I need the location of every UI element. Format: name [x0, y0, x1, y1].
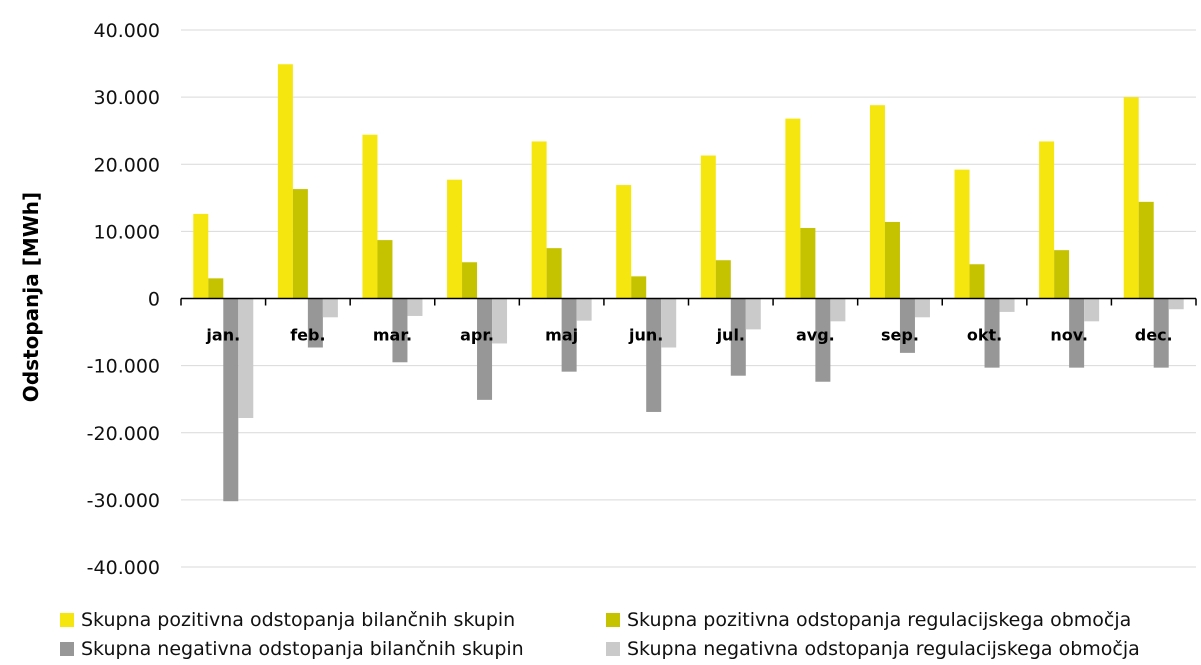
bar-chart: 40.000 30.000 20.000 10.000 0 -10.000 -20.000 -…: [19, 20, 1197, 579]
bar-4-maj: [576, 298, 592, 321]
y-tick-label: -10.000: [87, 356, 160, 378]
bar-2-avg: [800, 228, 816, 299]
x-tick-label: jan.: [205, 326, 240, 345]
bar-2-jun: [631, 276, 647, 299]
legend-label: Skupna pozitivna odstopanja regulacijske…: [627, 609, 1132, 631]
bar-4-apr: [492, 298, 508, 344]
legend-label: Skupna negativna odstopanja bilančnih sk…: [81, 638, 524, 660]
bar-2-nov: [1054, 250, 1070, 299]
bar-3-maj: [561, 298, 577, 372]
bar-4-okt: [999, 298, 1015, 312]
x-axis-category-labels: jan. feb. mar. apr. maj jun. jul. avg. sep. okt. n…: [205, 326, 1172, 345]
bar-2-dec: [1138, 201, 1154, 299]
legend-label: Skupna pozitivna odstopanja bilančnih sk…: [81, 609, 516, 631]
bar-1-okt: [954, 169, 970, 299]
bar-2-maj: [546, 248, 562, 299]
bar-4-feb: [322, 298, 338, 318]
bar-2-sep: [884, 221, 900, 299]
y-tick-label: -40.000: [87, 557, 160, 579]
bar-1-mar: [362, 134, 378, 299]
bar-1-feb: [277, 64, 293, 299]
bar-2-apr: [462, 262, 478, 299]
bar-3-sep: [899, 298, 915, 353]
legend-swatch: [60, 642, 74, 656]
bar-3-jun: [646, 298, 662, 412]
legend-swatch: [606, 613, 620, 627]
bar-4-sep: [914, 298, 930, 318]
bar-3-feb: [307, 298, 323, 348]
y-tick-label: 30.000: [94, 87, 160, 109]
bar-3-jan: [223, 298, 239, 502]
bar-1-maj: [531, 141, 547, 299]
legend-item-positive-control-area: Skupna pozitivna odstopanja regulacijske…: [606, 609, 1131, 631]
y-axis-tick-labels: 40.000 30.000 20.000 10.000 0 -10.000 -20.000 -…: [87, 20, 160, 579]
y-tick-label: 40.000: [94, 20, 160, 42]
bar-2-mar: [377, 240, 393, 299]
bar-4-jul: [745, 298, 761, 330]
bar-1-apr: [447, 179, 463, 299]
legend-item-negative-control-area: Skupna negativna odstopanja regulacijske…: [606, 638, 1140, 660]
bar-1-jan: [193, 213, 209, 299]
bar-4-jun: [661, 298, 677, 348]
bar-3-avg: [815, 298, 831, 382]
bar-series: [193, 64, 1184, 502]
bar-4-nov: [1084, 298, 1100, 322]
y-axis-title: Odstopanja [MWh]: [19, 192, 43, 402]
bar-1-sep: [869, 105, 885, 299]
bar-2-jul: [715, 260, 731, 299]
bar-3-apr: [477, 298, 493, 400]
x-tick-label: nov.: [1050, 326, 1088, 345]
bar-1-dec: [1123, 97, 1139, 299]
bar-2-jan: [208, 278, 224, 299]
legend-item-positive-balance-groups: Skupna pozitivna odstopanja bilančnih sk…: [60, 609, 515, 631]
x-tick-label: okt.: [967, 326, 1002, 345]
bar-2-feb: [292, 189, 308, 299]
y-tick-label: -30.000: [87, 490, 160, 512]
bar-1-jul: [700, 155, 716, 299]
legend-item-negative-balance-groups: Skupna negativna odstopanja bilančnih sk…: [60, 638, 524, 660]
bar-3-dec: [1153, 298, 1169, 368]
x-tick-label: jul.: [716, 326, 745, 345]
y-tick-label: 20.000: [94, 154, 160, 176]
x-tick-label: maj: [545, 326, 578, 345]
y-tick-label: 10.000: [94, 221, 160, 243]
legend-swatch: [60, 613, 74, 627]
gridlines: [181, 29, 1196, 568]
y-tick-label: 0: [148, 289, 160, 311]
x-tick-label: apr.: [460, 326, 494, 345]
bar-4-jan: [238, 298, 254, 418]
bar-3-jul: [730, 298, 746, 376]
bar-1-avg: [785, 118, 801, 299]
x-tick-label: dec.: [1135, 326, 1173, 345]
bar-3-okt: [984, 298, 1000, 368]
bar-4-dec: [1168, 298, 1184, 310]
bar-4-avg: [830, 298, 846, 322]
bar-3-mar: [392, 298, 408, 363]
bar-3-nov: [1069, 298, 1085, 368]
legend-label: Skupna negativna odstopanja regulacijske…: [627, 638, 1140, 660]
x-tick-label: jun.: [628, 326, 663, 345]
x-tick-label: sep.: [881, 326, 919, 345]
legend: Skupna pozitivna odstopanja bilančnih sk…: [60, 604, 1201, 665]
y-tick-label: -20.000: [87, 423, 160, 445]
bar-1-jun: [616, 185, 632, 299]
x-axis: [180, 297, 1197, 306]
x-tick-label: avg.: [796, 326, 835, 345]
bar-1-nov: [1039, 141, 1055, 299]
bar-2-okt: [969, 264, 985, 299]
bar-4-mar: [407, 298, 423, 316]
legend-swatch: [606, 642, 620, 656]
x-tick-label: feb.: [290, 326, 325, 345]
x-tick-label: mar.: [373, 326, 412, 345]
